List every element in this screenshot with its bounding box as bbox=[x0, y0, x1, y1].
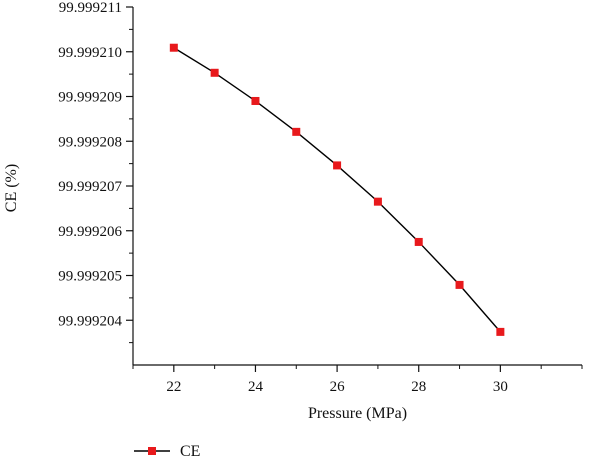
y-tick-label: 99.999211 bbox=[59, 0, 122, 16]
data-point bbox=[496, 327, 505, 336]
data-point bbox=[373, 197, 382, 206]
legend-marker bbox=[148, 447, 156, 455]
data-point bbox=[169, 43, 178, 52]
y-tick-label: 99.999208 bbox=[58, 134, 122, 150]
data-point bbox=[210, 68, 219, 77]
y-tick-label: 99.999204 bbox=[58, 313, 122, 329]
data-point bbox=[251, 96, 260, 105]
data-point bbox=[292, 127, 301, 136]
x-axis-title: Pressure (MPa) bbox=[308, 405, 407, 422]
data-point bbox=[333, 161, 342, 170]
legend-label-ce: CE bbox=[180, 443, 200, 459]
x-tick-label: 22 bbox=[166, 379, 181, 395]
legend: CE bbox=[134, 443, 200, 459]
y-tick-label: 99.999207 bbox=[58, 179, 122, 195]
x-axis-ticks: 22 24 26 28 30 bbox=[132, 365, 583, 395]
y-tick-label: 99.999210 bbox=[58, 45, 122, 61]
y-axis-ticks: 99.999211 99.999210 99.999209 99.999208 99.9… bbox=[58, 0, 133, 344]
x-tick-label: 26 bbox=[330, 379, 346, 395]
y-tick-label: 99.999206 bbox=[58, 224, 122, 240]
y-tick-label: 99.999209 bbox=[58, 90, 122, 106]
x-tick-label: 28 bbox=[411, 379, 426, 395]
x-tick-label: 30 bbox=[493, 379, 508, 395]
series-layer bbox=[169, 43, 505, 336]
x-tick-label: 24 bbox=[248, 379, 264, 395]
data-point bbox=[455, 280, 464, 289]
y-tick-label: 99.999205 bbox=[58, 269, 122, 285]
axes bbox=[132, 7, 582, 366]
data-point bbox=[414, 237, 423, 246]
y-axis-title: CE (%) bbox=[3, 164, 20, 212]
series-line-ce bbox=[173, 47, 501, 333]
